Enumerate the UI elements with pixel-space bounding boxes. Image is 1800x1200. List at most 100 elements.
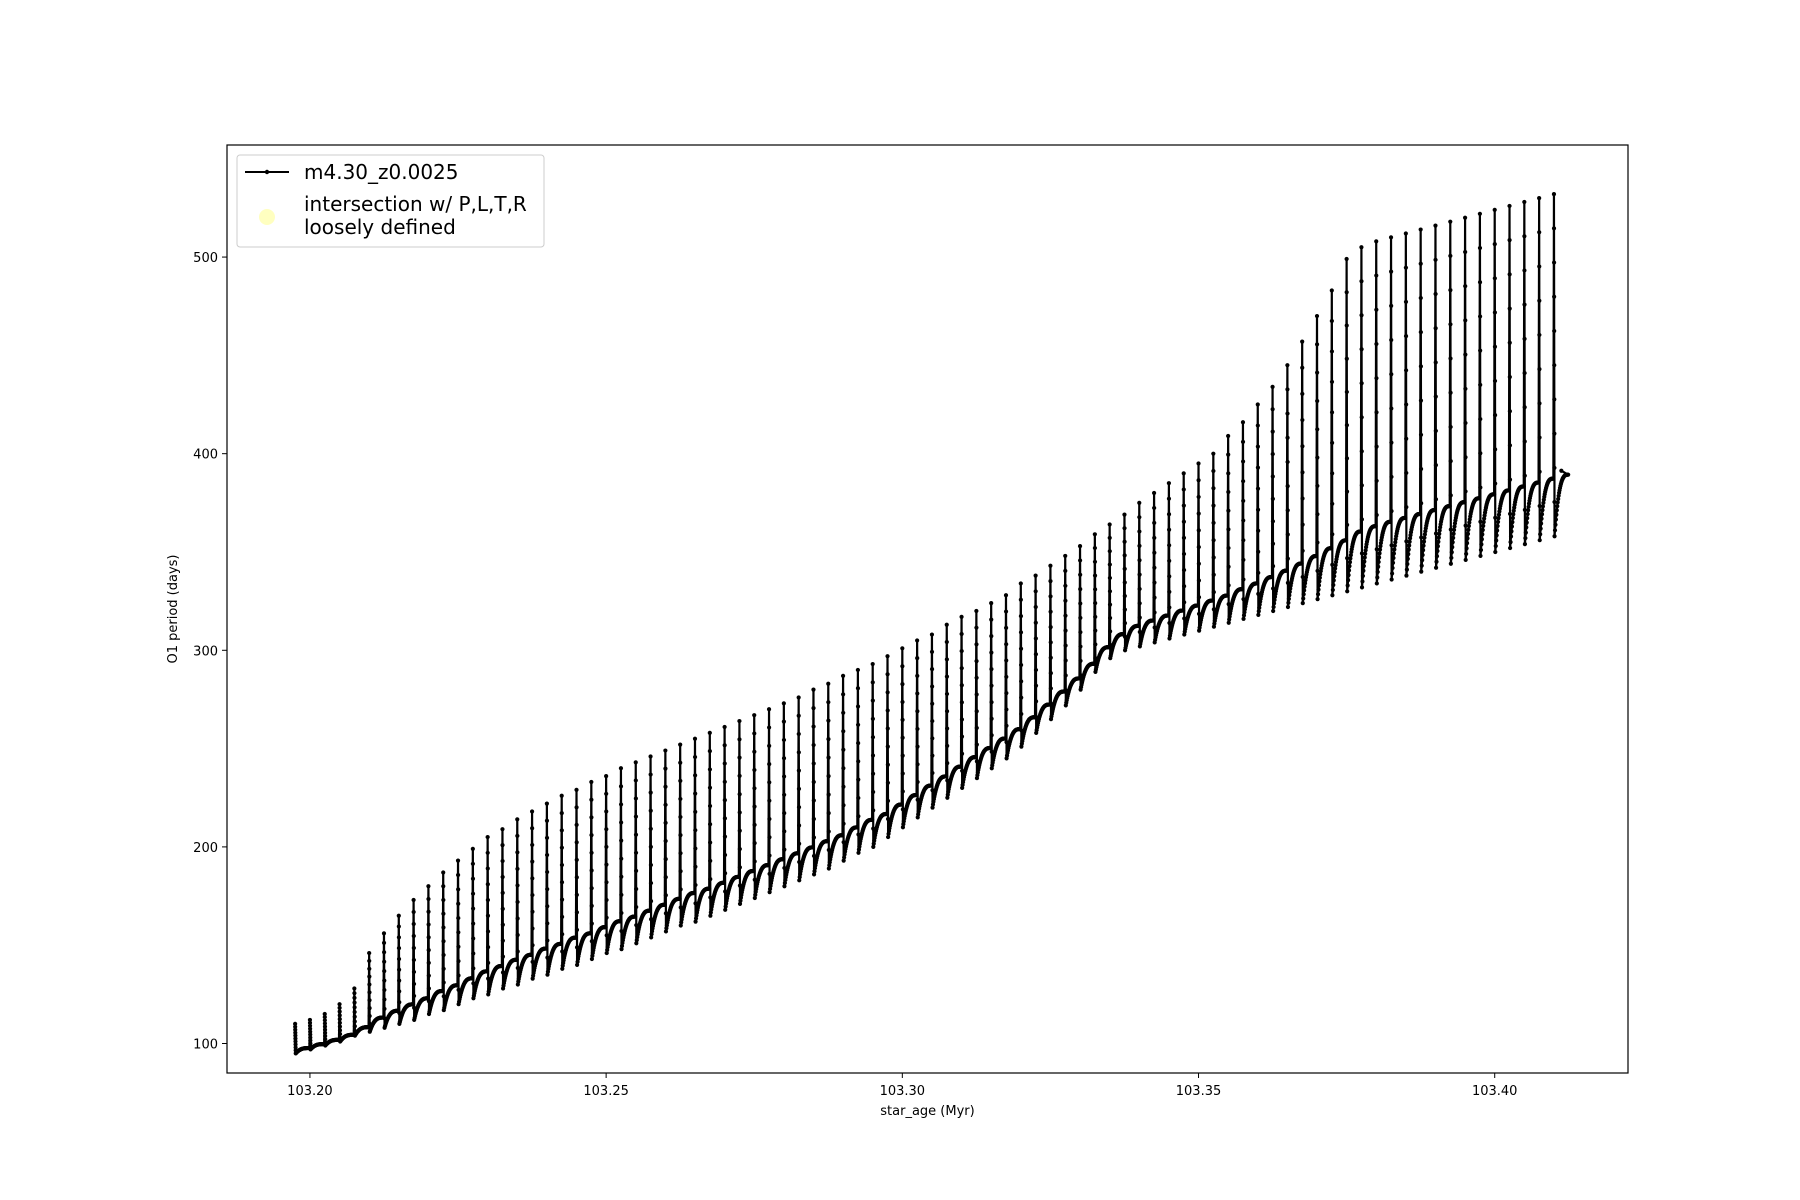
data-point bbox=[633, 814, 639, 819]
data-point bbox=[1507, 409, 1512, 414]
data-point bbox=[1559, 468, 1564, 473]
data-point bbox=[1181, 535, 1187, 540]
data-point bbox=[1419, 535, 1424, 540]
data-point bbox=[1226, 583, 1231, 588]
data-point bbox=[1093, 601, 1098, 606]
data-point bbox=[1195, 603, 1201, 608]
data-point bbox=[1226, 452, 1231, 457]
data-point bbox=[1507, 306, 1512, 311]
data-point bbox=[1344, 290, 1349, 295]
data-point bbox=[1196, 528, 1201, 533]
data-point bbox=[1078, 630, 1083, 635]
data-point bbox=[1136, 623, 1141, 628]
data-point bbox=[648, 880, 654, 886]
data-point bbox=[1509, 524, 1515, 529]
data-point bbox=[1433, 428, 1438, 433]
data-point bbox=[959, 614, 964, 619]
data-point bbox=[293, 1030, 298, 1035]
data-point bbox=[1465, 536, 1470, 541]
data-point bbox=[515, 850, 520, 855]
data-point bbox=[1463, 523, 1468, 528]
data-point bbox=[1107, 535, 1112, 540]
data-point bbox=[826, 866, 831, 871]
data-point bbox=[692, 754, 698, 760]
data-point bbox=[1329, 318, 1334, 324]
data-point bbox=[1507, 511, 1513, 516]
data-point bbox=[1255, 465, 1261, 470]
data-point bbox=[1330, 501, 1335, 506]
data-point bbox=[856, 740, 861, 746]
data-point bbox=[944, 709, 950, 714]
data-point bbox=[1374, 239, 1379, 244]
data-point bbox=[633, 850, 639, 855]
data-point bbox=[1048, 563, 1053, 568]
data-point bbox=[1422, 535, 1427, 540]
data-point bbox=[1417, 511, 1423, 517]
data-point bbox=[1302, 584, 1307, 589]
data-point bbox=[1392, 547, 1397, 552]
data-point bbox=[1493, 549, 1498, 555]
data-point bbox=[1300, 496, 1305, 501]
data-point bbox=[1019, 695, 1024, 700]
data-point bbox=[811, 724, 816, 729]
data-point bbox=[1376, 564, 1381, 569]
data-point bbox=[1374, 273, 1379, 278]
data-point bbox=[752, 804, 757, 809]
data-point bbox=[1418, 227, 1423, 232]
data-point bbox=[900, 753, 905, 758]
data-point bbox=[1063, 583, 1068, 588]
data-point bbox=[293, 1036, 298, 1041]
data-point bbox=[604, 774, 609, 779]
data-point bbox=[1537, 503, 1542, 509]
data-point bbox=[485, 850, 490, 855]
data-point bbox=[781, 774, 787, 779]
data-point bbox=[1167, 558, 1172, 563]
data-point bbox=[411, 957, 416, 963]
data-point bbox=[515, 817, 520, 822]
data-point bbox=[1315, 540, 1320, 545]
data-point bbox=[604, 827, 609, 832]
data-point bbox=[308, 1035, 313, 1040]
data-point bbox=[1078, 558, 1083, 563]
data-point bbox=[826, 774, 831, 779]
data-point bbox=[1552, 499, 1557, 505]
data-point bbox=[1346, 568, 1352, 573]
data-point bbox=[1196, 461, 1201, 466]
data-point bbox=[1555, 504, 1560, 509]
data-point bbox=[1363, 548, 1368, 553]
data-point bbox=[1033, 620, 1038, 625]
data-point bbox=[708, 913, 713, 918]
data-point bbox=[797, 841, 802, 846]
data-point bbox=[930, 701, 935, 706]
data-point bbox=[870, 716, 875, 722]
data-point bbox=[529, 809, 535, 814]
data-point bbox=[1107, 575, 1112, 581]
data-point bbox=[1018, 630, 1024, 635]
data-point bbox=[944, 657, 949, 662]
data-point bbox=[1300, 574, 1305, 580]
data-point bbox=[959, 683, 964, 688]
data-point bbox=[1122, 539, 1127, 544]
data-point bbox=[1525, 511, 1530, 517]
data-point bbox=[811, 835, 817, 840]
data-point bbox=[1315, 512, 1320, 517]
data-point bbox=[1552, 328, 1557, 334]
data-point bbox=[1495, 519, 1501, 525]
data-point bbox=[397, 1000, 402, 1005]
data-point bbox=[411, 921, 416, 927]
data-point bbox=[1481, 519, 1486, 525]
data-point bbox=[989, 634, 994, 639]
data-point bbox=[1388, 519, 1393, 524]
data-point bbox=[1166, 481, 1171, 486]
data-point bbox=[1272, 597, 1277, 603]
data-point bbox=[1478, 382, 1483, 387]
data-point bbox=[1404, 402, 1409, 407]
data-point bbox=[810, 845, 815, 850]
data-point bbox=[500, 858, 505, 864]
data-point bbox=[589, 815, 594, 820]
data-point bbox=[1181, 608, 1186, 613]
data-point bbox=[1092, 532, 1097, 537]
data-point bbox=[619, 820, 624, 825]
data-point bbox=[781, 857, 786, 862]
data-point bbox=[945, 761, 950, 766]
